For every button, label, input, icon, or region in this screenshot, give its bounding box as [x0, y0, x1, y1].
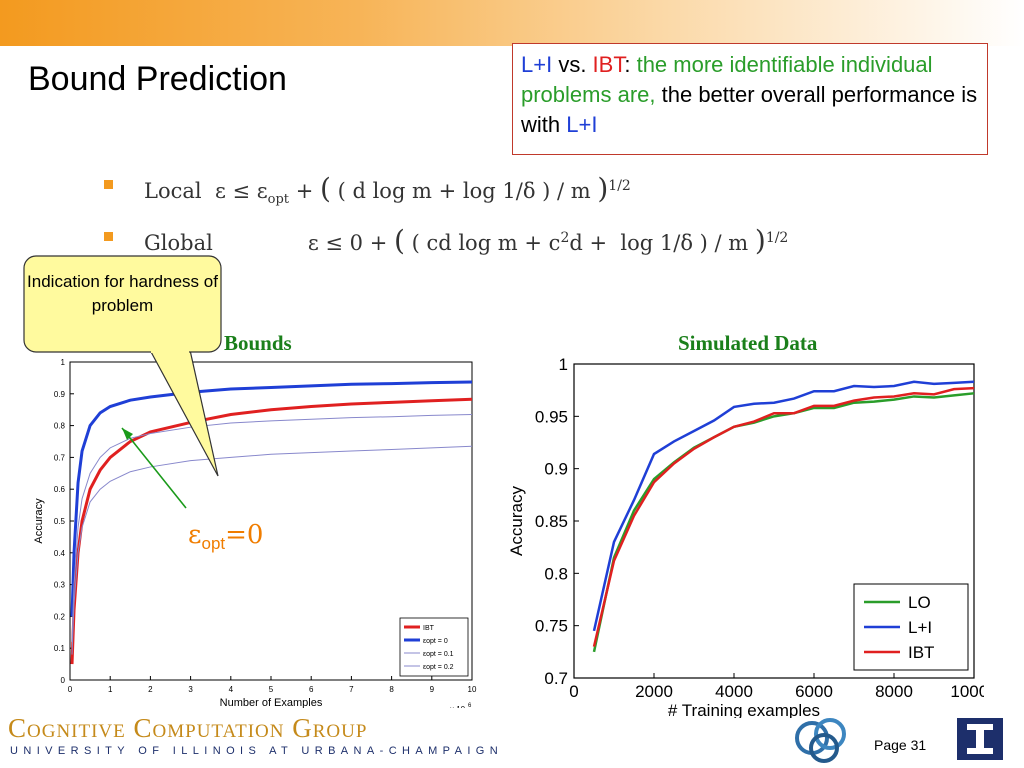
- x-tick-label: 10: [468, 685, 477, 694]
- x-tick-label: 3: [188, 685, 193, 694]
- x-tick-label: 6: [309, 685, 314, 694]
- y-tick-label: 0.6: [54, 485, 66, 494]
- note-text: Indication for hardness of problem: [27, 272, 218, 315]
- y-tick-label: 0.9: [544, 460, 568, 479]
- y-tick-label: 1: [61, 358, 66, 367]
- slide-title: Bound Prediction: [28, 60, 287, 98]
- x-multiplier-exp: 6: [468, 703, 472, 708]
- callout-colon: :: [624, 52, 637, 77]
- series-line-2: [71, 413, 473, 642]
- bullet-square-icon: [104, 232, 113, 241]
- x-tick-label: 5: [269, 685, 274, 694]
- callout-box: L+I vs. IBT: the more identifiable indiv…: [512, 43, 988, 155]
- x-tick-label: 4: [229, 685, 234, 694]
- y-tick-label: 0.1: [54, 644, 66, 653]
- university-text: UNIVERSITY OF ILLINOIS AT URBANA-CHAMPAI…: [10, 745, 504, 757]
- top-gradient-bar: [0, 0, 1024, 46]
- series-line-2: [592, 386, 975, 647]
- bounds-chart-title: Bounds: [224, 331, 292, 355]
- local-label: Local: [144, 179, 202, 203]
- y-tick-label: 0.75: [535, 617, 568, 636]
- legend-label-1: εopt = 0: [423, 638, 448, 645]
- bullet-square-icon: [104, 180, 113, 189]
- bounds-chart: 0 1 2 3 4 5 6 7 8 9 10 0 0.1 0.2 0.3 0.4 0.5 0.6 0.7 0.8 0.9…: [33, 358, 477, 708]
- eps-symbol: ε: [188, 520, 202, 550]
- legend-label-3: εopt = 0.2: [423, 664, 454, 671]
- x-axis-label: Number of Examples: [220, 697, 323, 708]
- knot-logo-icon: [795, 718, 846, 763]
- x-tick-label: 8000: [875, 682, 913, 701]
- note-box-shape: [23, 255, 222, 353]
- legend-label-2: IBT: [908, 643, 934, 662]
- legend-label-0: IBT: [423, 625, 435, 632]
- y-tick-label: 0.95: [535, 407, 568, 426]
- series-line-3: [71, 445, 473, 655]
- x-tick-label: 2000: [635, 682, 673, 701]
- series-line-0: [70, 397, 473, 665]
- x-multiplier-label: x 10: [450, 705, 466, 708]
- x-tick-label: 6000: [795, 682, 833, 701]
- callout-li: L+I: [521, 52, 553, 77]
- x-tick-label: 7: [349, 685, 354, 694]
- y-tick-label: 0.8: [544, 564, 568, 583]
- x-axis-label: # Training examples: [668, 701, 820, 718]
- eps-value: =0: [225, 520, 264, 550]
- y-tick-label: 0.9: [54, 390, 66, 399]
- series-line-1: [70, 380, 473, 617]
- y-tick-label: 0.2: [54, 612, 66, 621]
- callout-body-text: the better overall performance is with: [521, 82, 978, 137]
- x-tick-label: 1: [108, 685, 113, 694]
- local-formula-line: Local ε ≤ εopt + ( ( d log m + log 1/δ )…: [144, 172, 631, 208]
- global-formula-line: Global ε ≤ 0 + ( ( cd log m + c2d + log 1…: [144, 224, 789, 257]
- ccg-logo-text: Cognitive Computation Group: [8, 713, 368, 743]
- global-label: Global: [144, 231, 213, 255]
- x-tick-label: 4000: [715, 682, 753, 701]
- x-tick-label: 8: [389, 685, 394, 694]
- series-line-1: [592, 380, 975, 632]
- y-axis-label: Accuracy: [33, 498, 45, 544]
- x-tick-label: 2: [148, 685, 153, 694]
- callout-vs: vs.: [552, 52, 593, 77]
- legend-label-1: L+I: [908, 618, 932, 637]
- green-arrow-line: [121, 427, 187, 509]
- y-tick-label: 1: [559, 355, 568, 374]
- eps-opt-label: εopt=0: [188, 520, 263, 554]
- y-tick-label: 0.8: [54, 422, 66, 431]
- illinois-logo-icon: [957, 718, 1003, 760]
- y-tick-label: 0.5: [54, 517, 66, 526]
- callout-green-text: the more identifiable individual problem…: [521, 52, 933, 107]
- y-tick-label: 0.85: [535, 512, 568, 531]
- callout-ibt: IBT: [592, 52, 625, 77]
- note-join: [151, 348, 189, 353]
- y-tick-label: 0.7: [54, 453, 66, 462]
- eps-sub: opt: [201, 534, 226, 554]
- legend-label-2: εopt = 0.1: [423, 651, 454, 658]
- series-line-0: [592, 392, 975, 653]
- y-tick-label: 0.3: [54, 581, 66, 590]
- y-tick-label: 0.4: [54, 549, 66, 558]
- callout-li-end: L+I: [566, 112, 598, 137]
- legend-label-0: LO: [908, 593, 931, 612]
- simulated-chart-title: Simulated Data: [678, 331, 818, 355]
- y-axis-label: Accuracy: [508, 486, 526, 556]
- ccg-logo: Cognitive Computation Group UNIVERSITY O…: [8, 713, 498, 757]
- x-tick-label: 0: [68, 685, 73, 694]
- y-tick-label: 0.7: [544, 669, 568, 688]
- x-tick-label: 0: [569, 682, 578, 701]
- page-number: Page 31: [874, 737, 927, 753]
- x-tick-label: 9: [430, 685, 435, 694]
- green-arrow-head-icon: [122, 428, 133, 440]
- note-pointer: [148, 349, 219, 477]
- y-tick-label: 0: [61, 676, 66, 685]
